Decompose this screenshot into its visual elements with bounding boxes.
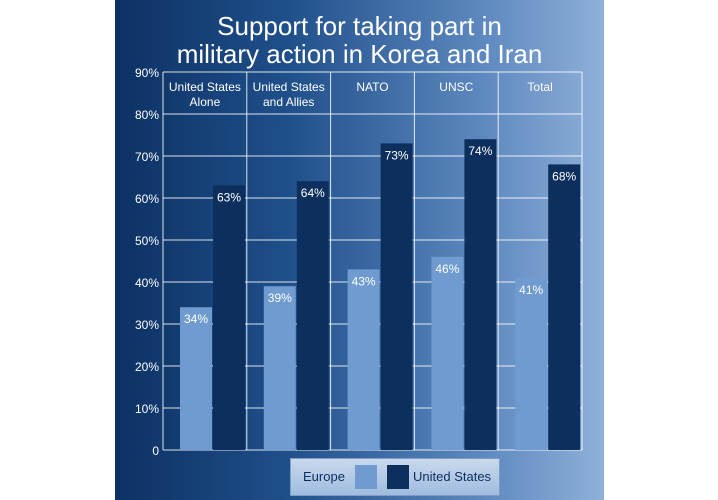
bar-united-states [296,181,329,450]
y-tick-label: 70% [135,150,159,164]
category-label: United States [253,80,325,94]
legend-label-europe: Europe [303,469,345,484]
chart-title-line-1: Support for taking part in [217,11,502,41]
bar-data-label: 43% [352,274,376,288]
bar-data-label: 63% [217,190,241,204]
bar-united-states [213,185,245,450]
category-label: UNSC [439,80,473,94]
bar-united-states [464,139,497,450]
bar-europe [347,269,380,450]
category-label: and Allies [263,95,314,109]
y-tick-label: 80% [135,108,159,122]
bar-data-label: 34% [184,312,208,326]
bar-data-label: 39% [268,291,292,305]
legend-label-united-states: United States [413,469,492,484]
chart-title-line-2: military action in Korea and Iran [176,39,543,69]
category-label: United States [169,80,241,94]
bar-united-states [548,164,581,450]
legend-swatch-united-states [387,465,409,489]
category-label: Alone [190,95,221,109]
y-tick-label: 40% [135,276,159,290]
category-label: Total [527,80,552,94]
y-tick-label: 30% [135,318,159,332]
bar-data-label: 46% [435,262,459,276]
bar-europe [263,286,296,450]
bar-data-label: 41% [519,283,543,297]
bar-europe [180,307,212,450]
legend-swatch-europe [355,465,377,489]
category-label: NATO [356,80,388,94]
bar-data-label: 73% [385,148,409,162]
bar-data-label: 74% [468,144,492,158]
y-tick-label: 90% [135,66,159,80]
y-tick-label: 60% [135,192,159,206]
bar-united-states [380,143,413,450]
bar-europe [431,256,464,450]
bar-europe [515,277,548,450]
y-tick-label: 50% [135,234,159,248]
y-tick-label: 10% [135,402,159,416]
bar-data-label: 68% [552,169,576,183]
y-tick-label: 20% [135,360,159,374]
bar-data-label: 64% [301,186,325,200]
chart-legend: Europe United States [290,458,500,496]
y-tick-label: 0 [152,444,159,458]
